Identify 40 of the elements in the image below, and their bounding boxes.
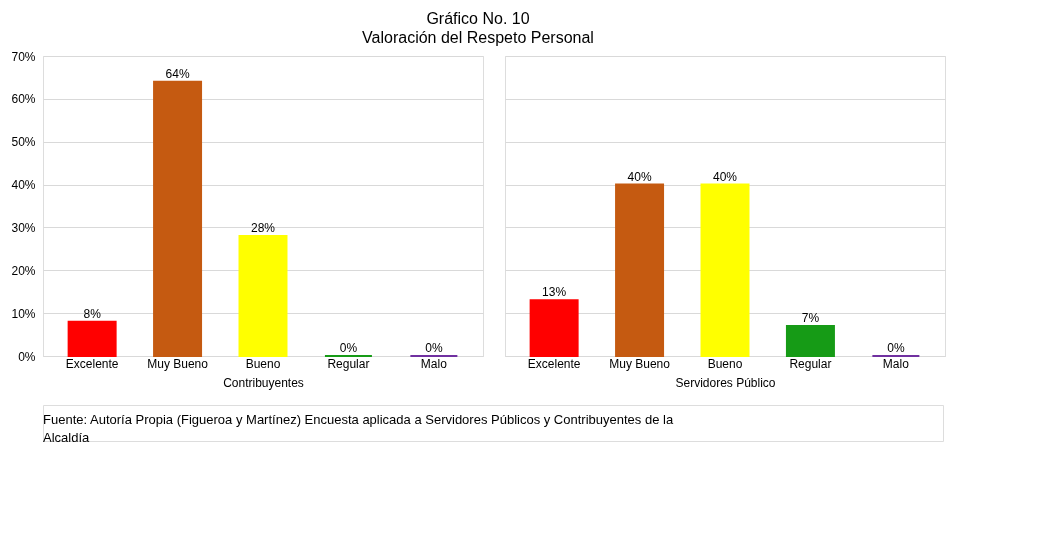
y-tick-label: 20% [11,263,36,278]
data-label: 64% [165,66,190,81]
y-tick-label: 30% [11,220,36,235]
bar [785,325,835,357]
x-tick-label: Regular [327,356,370,371]
y-tick-label: 50% [11,135,36,150]
bar [238,235,288,357]
bar [700,183,750,357]
data-label: 40% [712,169,738,184]
x-tick-label: Bueno [707,356,743,371]
y-tick-label: 40% [11,178,36,193]
x-tick-label: Bueno [245,356,281,371]
y-tick-label: 70% [11,49,36,64]
x-tick-label: Muy Bueno [609,356,671,371]
data-label: 7% [801,311,820,325]
data-label: 0% [887,341,905,355]
bar [153,80,203,357]
x-axis-title: Contribuyentes [223,375,304,390]
x-tick-label: Malo [882,356,910,371]
x-axis-title: Servidores Público [675,375,776,390]
x-tick-label: Malo [420,356,448,371]
x-tick-label: Excelente [527,356,581,371]
x-tick-label: Excelente [65,356,119,371]
data-label: 0% [425,341,443,355]
y-tick-label: 0% [18,349,36,364]
bar [529,299,579,357]
bar [67,320,117,357]
x-tick-label: Regular [789,356,832,371]
data-label: 13% [542,285,567,300]
chart-subtitle: Valoración del Respeto Personal [362,28,594,46]
data-label: 0% [339,341,358,355]
source-note: Fuente: Autoría Propia (Figueroa y Martínez) Encuesta aplicada a Servidores Públicos y Contribuyentes de la Alcaldía [43,412,674,445]
y-tick-label: 60% [11,92,36,107]
bar [615,183,665,357]
data-label: 8% [83,306,102,321]
data-label: 28% [250,221,276,235]
x-tick-label: Muy Bueno [147,356,209,371]
y-tick-label: 10% [11,306,36,321]
data-label: 40% [627,169,652,184]
chart-title: Gráfico No. 10 [426,9,530,27]
